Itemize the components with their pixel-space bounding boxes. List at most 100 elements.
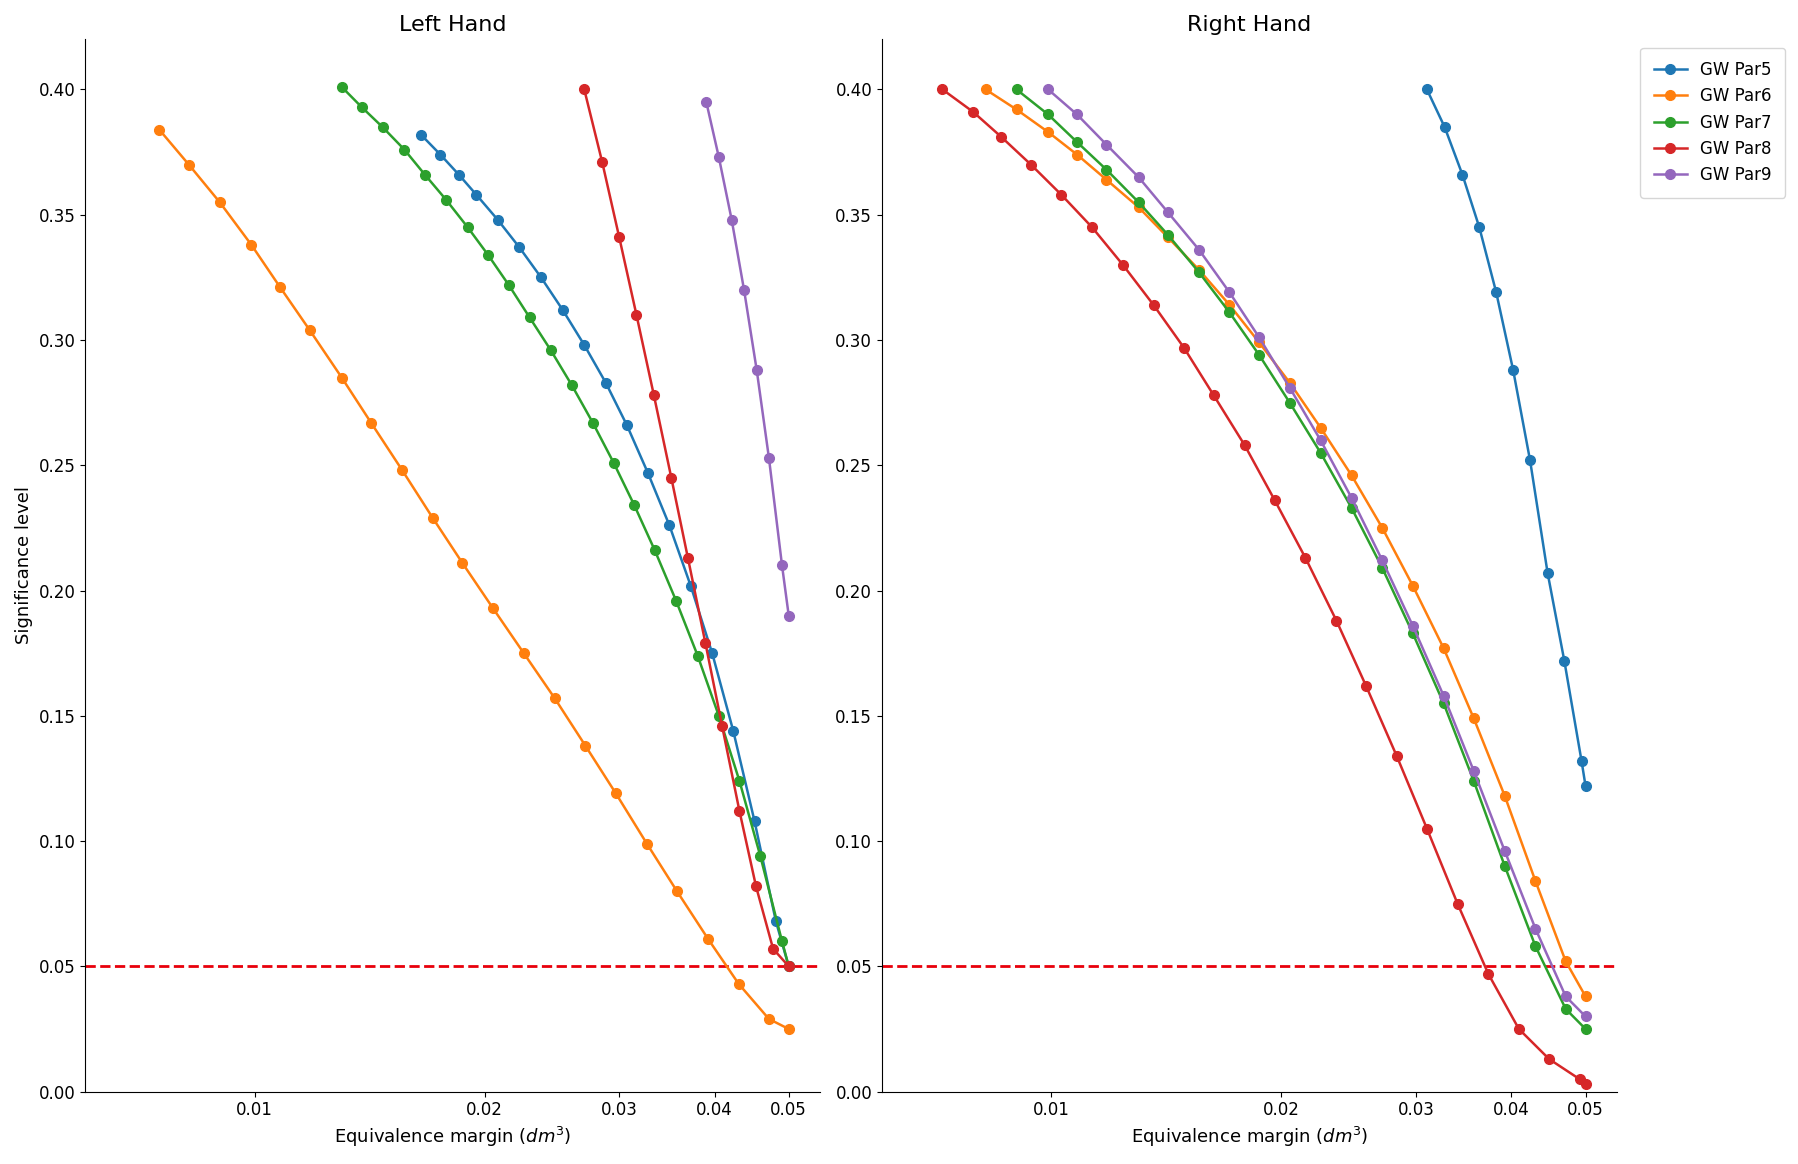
GW Par6: [1066, 148, 1088, 162]
GW Par7: [1433, 696, 1455, 710]
GW Par6: [241, 237, 263, 251]
GW Par8: [1447, 896, 1469, 910]
GW Par6: [1464, 711, 1485, 725]
GW Par6: [759, 1012, 780, 1025]
GW Par7: [351, 100, 372, 114]
GW Par6: [698, 932, 719, 946]
GW Par6: [1127, 200, 1149, 214]
GW Par7: [1005, 83, 1027, 97]
GW Par9: [734, 283, 755, 297]
GW Par7: [1575, 1022, 1597, 1036]
GW Par8: [779, 959, 800, 973]
GW Par9: [696, 95, 717, 109]
GW Par5: [1485, 285, 1507, 299]
GW Par6: [360, 416, 381, 430]
GW Par8: [728, 804, 750, 818]
GW Par5: [1433, 120, 1455, 134]
GW Par6: [1005, 102, 1027, 116]
GW Par6: [1341, 468, 1363, 482]
GW Par8: [1144, 298, 1165, 312]
Legend: GW Par5, GW Par6, GW Par7, GW Par8, GW Par9: GW Par5, GW Par6, GW Par7, GW Par8, GW P…: [1640, 48, 1785, 198]
GW Par8: [644, 388, 665, 402]
GW Par7: [1464, 774, 1485, 788]
X-axis label: Equivalence margin ($dm^3$): Equivalence margin ($dm^3$): [1131, 1124, 1368, 1149]
GW Par6: [779, 1022, 800, 1036]
GW Par8: [744, 879, 766, 893]
GW Par8: [574, 83, 595, 97]
GW Par5: [1469, 220, 1491, 234]
GW Par5: [430, 148, 451, 162]
GW Par7: [1309, 446, 1331, 460]
GW Par5: [1417, 83, 1438, 97]
Line: GW Par7: GW Par7: [1012, 85, 1591, 1034]
GW Par8: [1356, 679, 1377, 693]
GW Par6: [298, 322, 320, 336]
GW Par6: [1278, 376, 1300, 390]
GW Par8: [1081, 220, 1102, 234]
GW Par9: [1158, 205, 1179, 219]
GW Par6: [975, 83, 996, 97]
Line: GW Par9: GW Par9: [1043, 85, 1591, 1021]
GW Par9: [1372, 554, 1393, 568]
GW Par7: [665, 594, 687, 608]
GW Par6: [1309, 420, 1331, 434]
GW Par8: [1417, 822, 1438, 836]
GW Par7: [1158, 228, 1179, 242]
GW Par5: [410, 128, 432, 142]
GW Par5: [744, 814, 766, 828]
GW Par7: [457, 220, 478, 234]
GW Par7: [414, 168, 435, 182]
GW Par9: [1219, 285, 1241, 299]
GW Par9: [1341, 491, 1363, 505]
GW Par8: [1295, 551, 1316, 565]
GW Par8: [712, 719, 734, 733]
GW Par6: [1188, 263, 1210, 277]
GW Par5: [466, 187, 487, 201]
GW Par8: [931, 83, 953, 97]
GW Par5: [766, 914, 788, 928]
GW Par7: [687, 648, 708, 662]
GW Par5: [595, 376, 617, 390]
GW Par5: [487, 213, 509, 227]
GW Par8: [1111, 258, 1133, 272]
GW Par8: [626, 308, 647, 322]
GW Par5: [723, 724, 744, 738]
GW Par9: [1248, 331, 1269, 345]
GW Par7: [1037, 107, 1059, 121]
GW Par5: [1575, 779, 1597, 793]
GW Par7: [1525, 939, 1546, 953]
GW Par9: [708, 150, 730, 164]
GW Par7: [435, 193, 457, 207]
GW Par6: [1555, 954, 1577, 968]
GW Par5: [448, 168, 469, 182]
GW Par9: [721, 213, 743, 227]
GW Par7: [1278, 396, 1300, 410]
GW Par7: [1402, 626, 1424, 640]
GW Par8: [1050, 187, 1072, 201]
GW Par9: [1464, 764, 1485, 778]
GW Par7: [372, 120, 394, 134]
GW Par8: [762, 942, 784, 956]
GW Par6: [209, 196, 230, 210]
GW Par6: [451, 556, 473, 570]
GW Par9: [746, 363, 768, 377]
GW Par6: [665, 885, 687, 899]
GW Par5: [636, 466, 658, 480]
GW Par7: [331, 80, 352, 94]
GW Par9: [1127, 170, 1149, 184]
GW Par8: [1509, 1022, 1530, 1036]
GW Par7: [1372, 561, 1393, 575]
GW Par6: [606, 787, 628, 801]
GW Par8: [1478, 967, 1500, 981]
GW Par8: [1019, 157, 1041, 171]
GW Par9: [779, 609, 800, 623]
GW Par6: [1525, 874, 1546, 888]
GW Par7: [1248, 348, 1269, 362]
GW Par8: [1386, 748, 1408, 762]
GW Par7: [583, 416, 604, 430]
GW Par7: [394, 142, 415, 156]
GW Par6: [1158, 230, 1179, 244]
GW Par8: [592, 155, 613, 169]
GW Par9: [1494, 844, 1516, 858]
GW Par9: [771, 559, 793, 573]
